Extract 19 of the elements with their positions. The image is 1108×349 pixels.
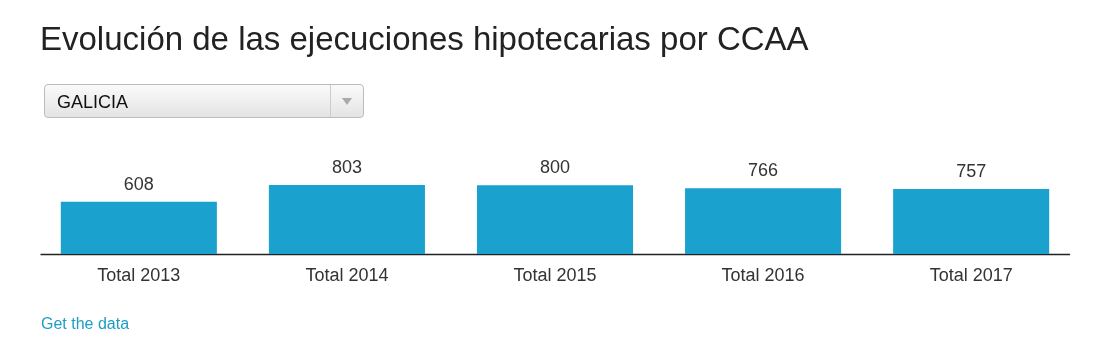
- x-tick-label: Total 2014: [305, 264, 389, 285]
- bar: [476, 185, 634, 254]
- x-tick-label: Total 2015: [513, 264, 597, 285]
- dropdown: GALICIA: [44, 84, 364, 118]
- data-label: 803: [331, 157, 362, 177]
- bar: [268, 185, 425, 254]
- x-tick-label: Total 2016: [721, 264, 805, 285]
- x-tick-label: Total 2013: [97, 264, 181, 285]
- data-label: 757: [956, 160, 987, 181]
- chart-title: Evolución de las ejecuciones hipotecarias por CCAA: [40, 20, 809, 58]
- bar: [685, 188, 842, 254]
- data-label: 766: [748, 160, 779, 181]
- bar: [893, 188, 1050, 254]
- x-tick-label: Total 2017: [929, 264, 1013, 285]
- bar: [60, 201, 217, 254]
- text: Get the data: [41, 315, 130, 333]
- chart-subtitle: GALICIA: [57, 92, 129, 113]
- data-label: 608: [123, 173, 154, 194]
- data-label: 800: [539, 157, 571, 178]
